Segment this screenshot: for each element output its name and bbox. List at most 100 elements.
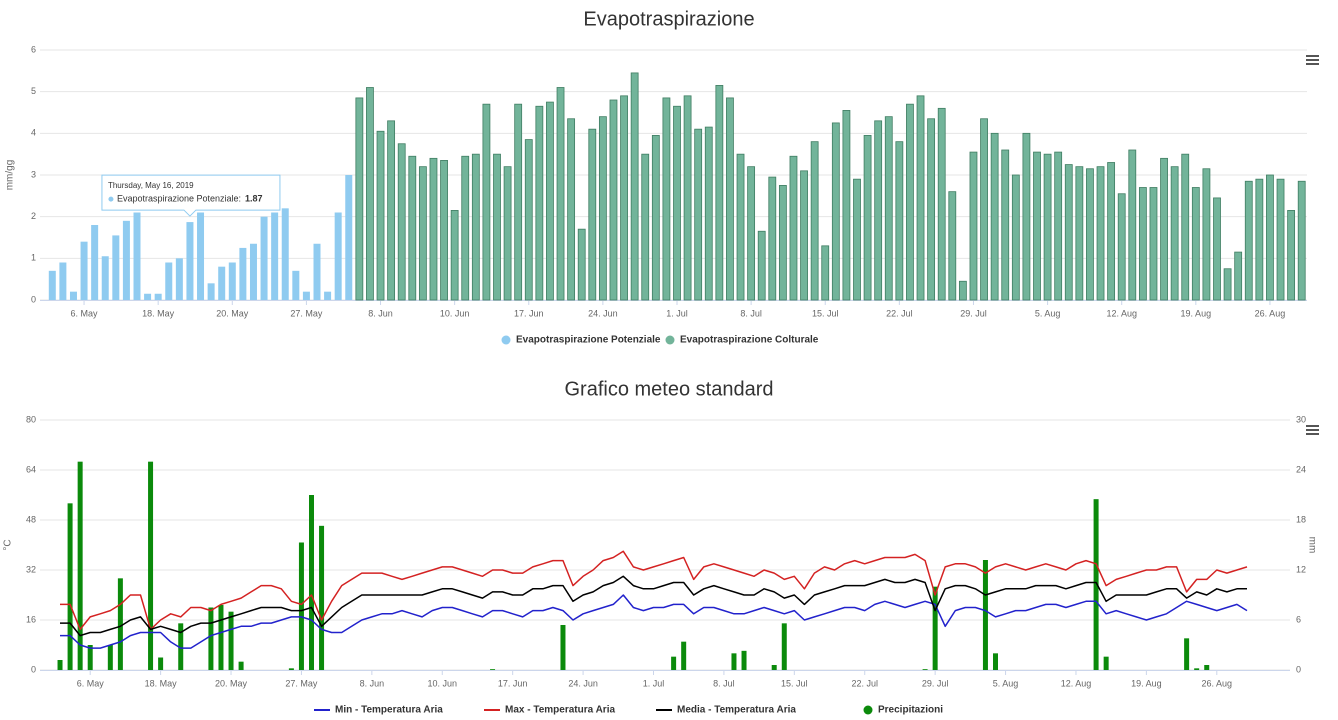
y2-tick-label: 18 — [1296, 514, 1306, 524]
bar — [641, 153, 650, 301]
y-tick-label: 4 — [31, 128, 36, 138]
bar — [863, 135, 872, 301]
bar — [490, 669, 496, 670]
bar — [1184, 638, 1190, 670]
bar — [715, 85, 724, 301]
menu-button[interactable] — [1306, 55, 1319, 65]
bar — [620, 95, 628, 301]
bar — [1234, 251, 1243, 301]
bar — [91, 225, 99, 300]
legend-item[interactable]: Precipitazioni — [863, 705, 944, 716]
bar — [207, 283, 215, 300]
bar — [281, 208, 289, 300]
bar — [1043, 153, 1052, 301]
bar — [1086, 168, 1094, 301]
bar — [588, 128, 597, 301]
bar — [471, 153, 480, 301]
x-tick-label: 18. May — [145, 678, 178, 688]
bar — [319, 525, 325, 670]
legend-item[interactable]: Min - Temperatura Aria — [314, 705, 443, 716]
x-tick-label: 19. Aug — [1131, 678, 1162, 688]
bar — [969, 151, 978, 301]
bar — [440, 160, 448, 301]
bar — [1054, 151, 1063, 301]
legend-label: Precipitazioni — [878, 705, 943, 716]
y-tick-label: 5 — [31, 86, 36, 96]
bar — [418, 166, 427, 301]
y-tick-label: 32 — [26, 564, 36, 574]
bar — [821, 245, 830, 301]
legend-label: Min - Temperatura Aria — [335, 705, 443, 716]
bar — [560, 625, 566, 670]
bar — [493, 153, 501, 301]
bar — [1064, 164, 1073, 301]
tooltip-marker — [108, 196, 114, 202]
legend-item[interactable]: Evapotraspirazione Colturale — [665, 335, 819, 346]
bar — [57, 660, 63, 670]
bar — [1170, 166, 1179, 301]
bar — [292, 270, 300, 300]
menu-icon — [1306, 59, 1319, 61]
menu-icon — [1306, 63, 1319, 65]
legend-label: Media - Temperatura Aria — [677, 705, 796, 716]
x-tick-label: 27. May — [285, 678, 318, 688]
line — [60, 575, 1247, 637]
bar — [1194, 668, 1200, 670]
tooltip-value: 1.87 — [245, 193, 263, 203]
bar — [546, 101, 554, 301]
legend-item[interactable]: Evapotraspirazione Potenziale — [501, 335, 661, 346]
menu-button[interactable] — [1306, 425, 1319, 435]
y-tick-label: 80 — [26, 414, 36, 424]
bar — [1244, 180, 1253, 301]
bar — [535, 105, 544, 301]
chart-title: Grafico meteo standard — [565, 378, 774, 400]
legend-item[interactable]: Max - Temperatura Aria — [484, 705, 615, 716]
bar — [186, 222, 194, 300]
bar — [958, 280, 967, 301]
x-tick-label: 22. Jul — [851, 678, 878, 688]
bar — [993, 653, 998, 670]
x-tick-label: 8. Jun — [368, 308, 393, 318]
bar — [842, 110, 851, 301]
x-tick-label: 12. Aug — [1106, 308, 1137, 318]
bar — [366, 87, 374, 301]
y2-tick-label: 0 — [1296, 664, 1301, 674]
y-tick-label: 6 — [31, 44, 36, 54]
bar — [48, 270, 56, 300]
y2-axis-label: mm — [1306, 537, 1317, 554]
y-tick-label: 3 — [31, 169, 36, 179]
bar — [662, 97, 671, 301]
x-tick-label: 8. Jul — [713, 678, 735, 688]
bar — [313, 243, 321, 300]
bar — [906, 103, 914, 301]
x-tick-label: 6. May — [71, 308, 99, 318]
x-tick-label: 20. May — [215, 678, 248, 688]
bar — [228, 611, 234, 670]
menu-icon — [1306, 429, 1319, 431]
bar — [736, 153, 745, 301]
bar — [982, 560, 988, 670]
x-tick-label: 18. May — [142, 308, 175, 318]
y-axis-label: mm/gg — [5, 160, 16, 191]
bar — [778, 185, 787, 301]
bar — [1117, 193, 1126, 301]
legend-item[interactable]: Media - Temperatura Aria — [656, 705, 796, 716]
bar — [239, 247, 247, 300]
bar — [831, 122, 840, 301]
bar — [683, 95, 692, 301]
tooltip-label: Evapotraspirazione Potenziale: — [117, 193, 241, 203]
bar — [107, 645, 113, 670]
bar — [158, 657, 164, 670]
line — [60, 550, 1248, 631]
legend-label: Max - Temperatura Aria — [505, 705, 615, 716]
bar — [101, 256, 109, 300]
bar — [990, 132, 999, 301]
bar — [980, 118, 988, 301]
bar — [671, 656, 677, 670]
bar — [932, 586, 938, 670]
bar — [731, 653, 737, 670]
bar — [524, 139, 533, 301]
bar — [884, 116, 893, 301]
x-tick-label: 12. Aug — [1061, 678, 1092, 688]
